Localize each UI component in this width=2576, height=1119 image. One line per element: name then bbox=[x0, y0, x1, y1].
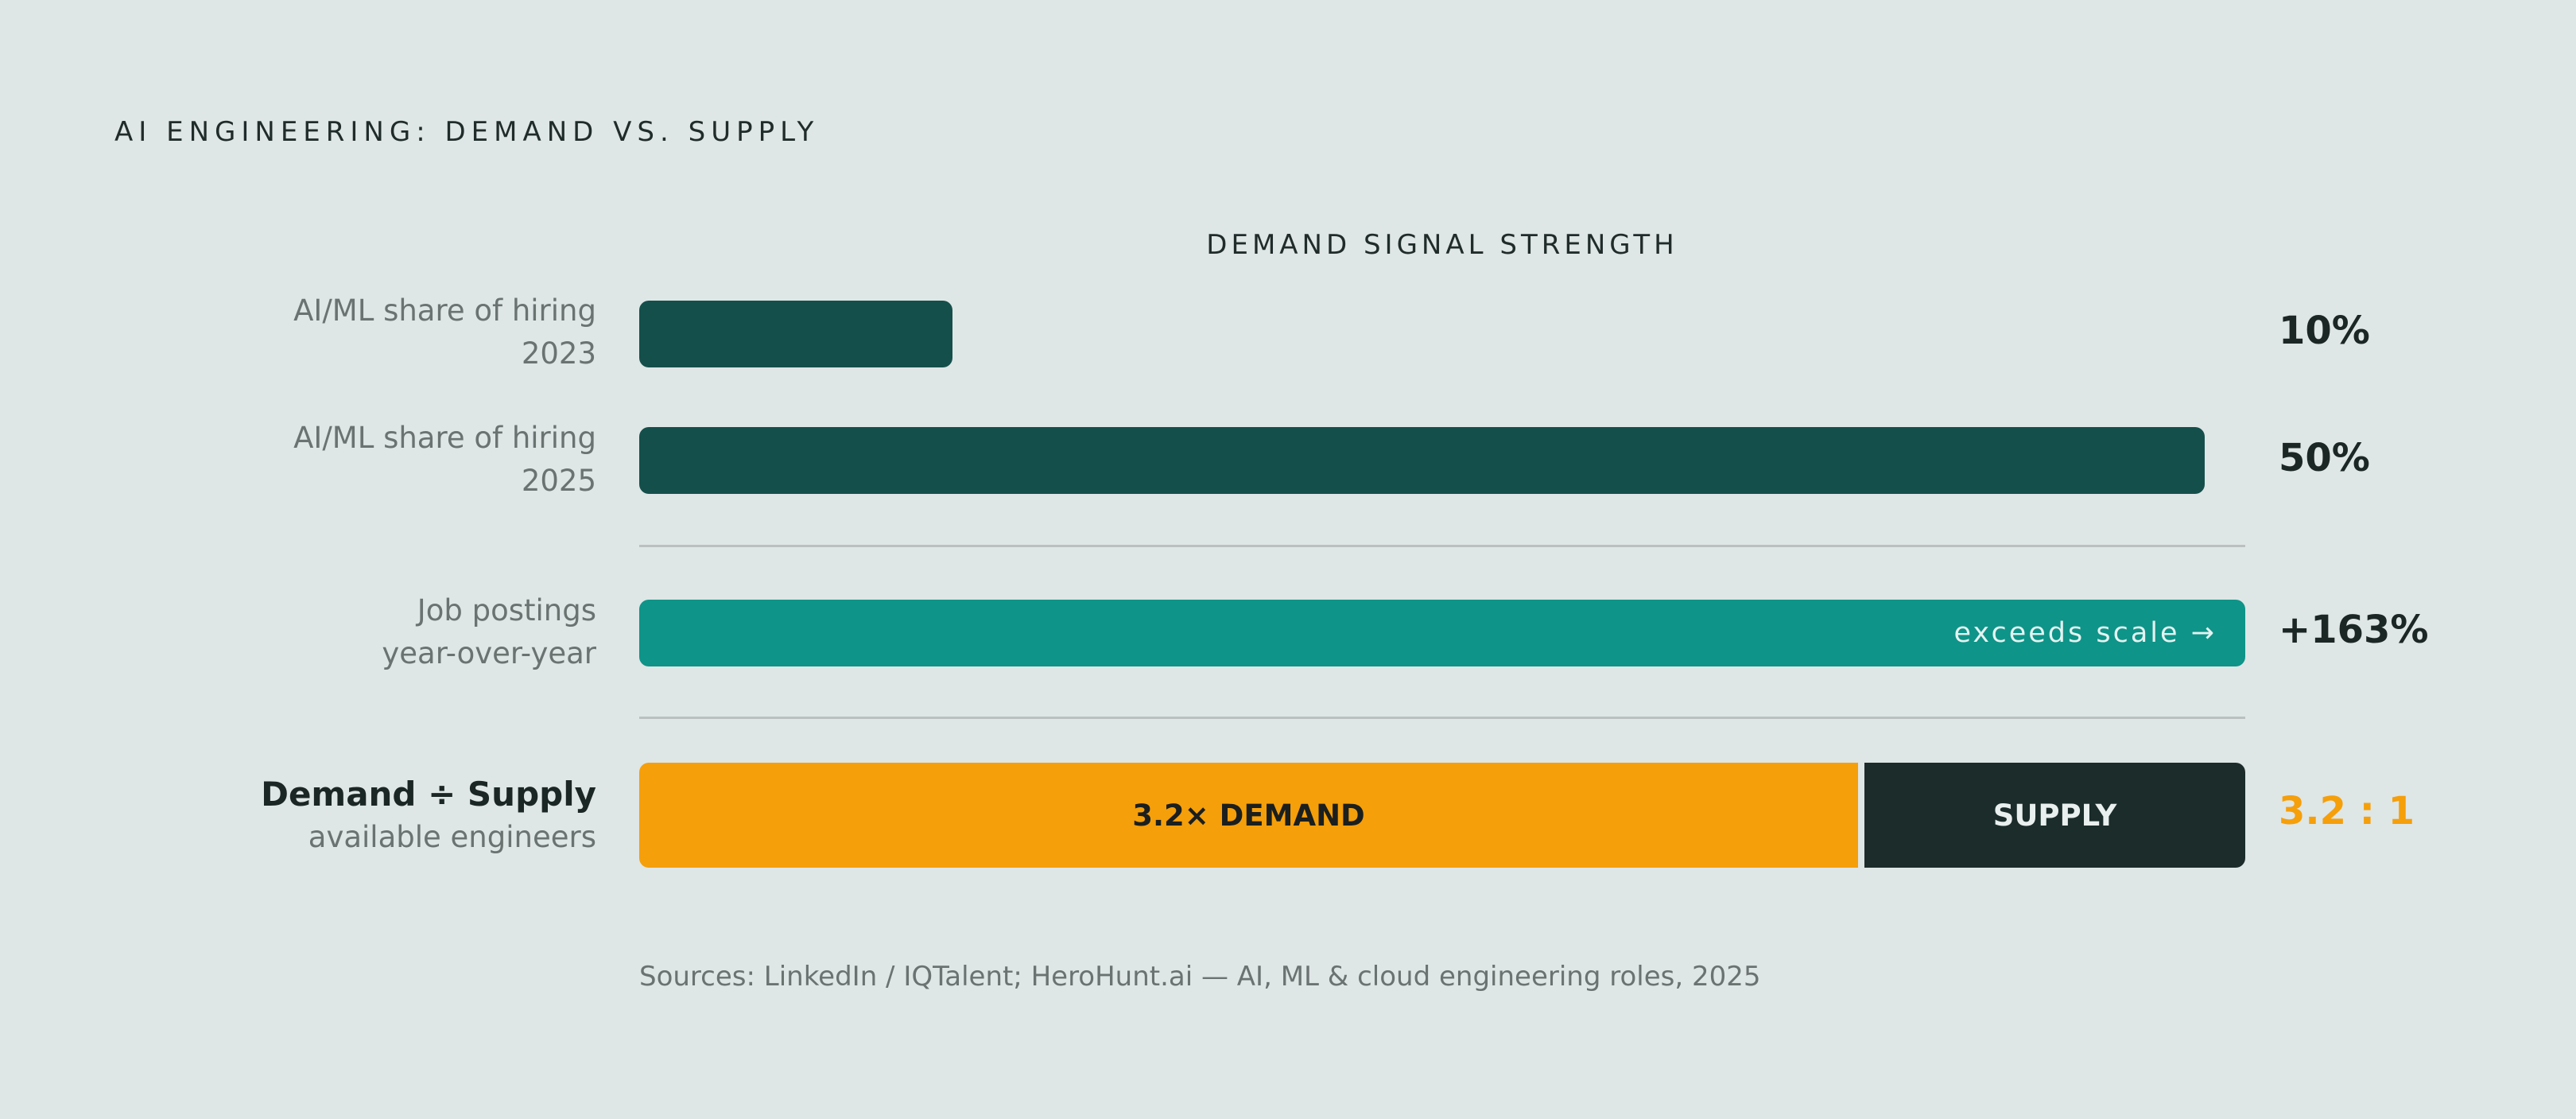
sources-note: Sources: LinkedIn / IQTalent; HeroHunt.a… bbox=[639, 961, 1761, 993]
row-label-line: Demand ÷ Supply bbox=[261, 775, 596, 814]
row-label-hiring-2023: AI/ML share of hiring 2023 bbox=[293, 289, 596, 375]
supply-segment: SUPPLY bbox=[1864, 763, 2245, 868]
exceeds-scale-note: exceeds scale → bbox=[1953, 617, 2217, 649]
axis-title: DEMAND SIGNAL STRENGTH bbox=[1206, 229, 1678, 261]
row-label-demand-supply: Demand ÷ Supply available engineers bbox=[261, 773, 596, 859]
bar-job-postings: exceeds scale → bbox=[639, 600, 2245, 666]
bar-hiring-2025 bbox=[639, 427, 2205, 494]
ratio-value-label: 3.2 : 1 bbox=[2279, 789, 2415, 833]
demand-segment: 3.2× DEMAND bbox=[639, 763, 1858, 868]
row-label-line: available engineers bbox=[308, 820, 596, 854]
value-label-job-postings: +163% bbox=[2279, 608, 2429, 652]
value-label-hiring-2025: 50% bbox=[2279, 436, 2370, 480]
row-label-line: 2023 bbox=[521, 336, 596, 371]
divider bbox=[639, 717, 2245, 719]
row-label-line: AI/ML share of hiring bbox=[293, 293, 596, 328]
row-label-line: AI/ML share of hiring bbox=[293, 421, 596, 455]
row-label-job-postings: Job postings year-over-year bbox=[382, 589, 596, 675]
bar-hiring-2023 bbox=[639, 301, 952, 367]
row-label-hiring-2025: AI/ML share of hiring 2025 bbox=[293, 417, 596, 503]
row-label-line: Job postings bbox=[417, 593, 596, 627]
value-label-hiring-2023: 10% bbox=[2279, 309, 2370, 353]
row-label-line: year-over-year bbox=[382, 636, 596, 670]
demand-supply-bar: 3.2× DEMAND SUPPLY bbox=[639, 763, 2245, 868]
page-title: AI ENGINEERING: DEMAND VS. SUPPLY bbox=[114, 116, 820, 148]
row-label-line: 2025 bbox=[521, 464, 596, 498]
supply-segment-label: SUPPLY bbox=[1992, 798, 2117, 833]
divider bbox=[639, 545, 2245, 547]
demand-segment-label: 3.2× DEMAND bbox=[1132, 798, 1365, 833]
